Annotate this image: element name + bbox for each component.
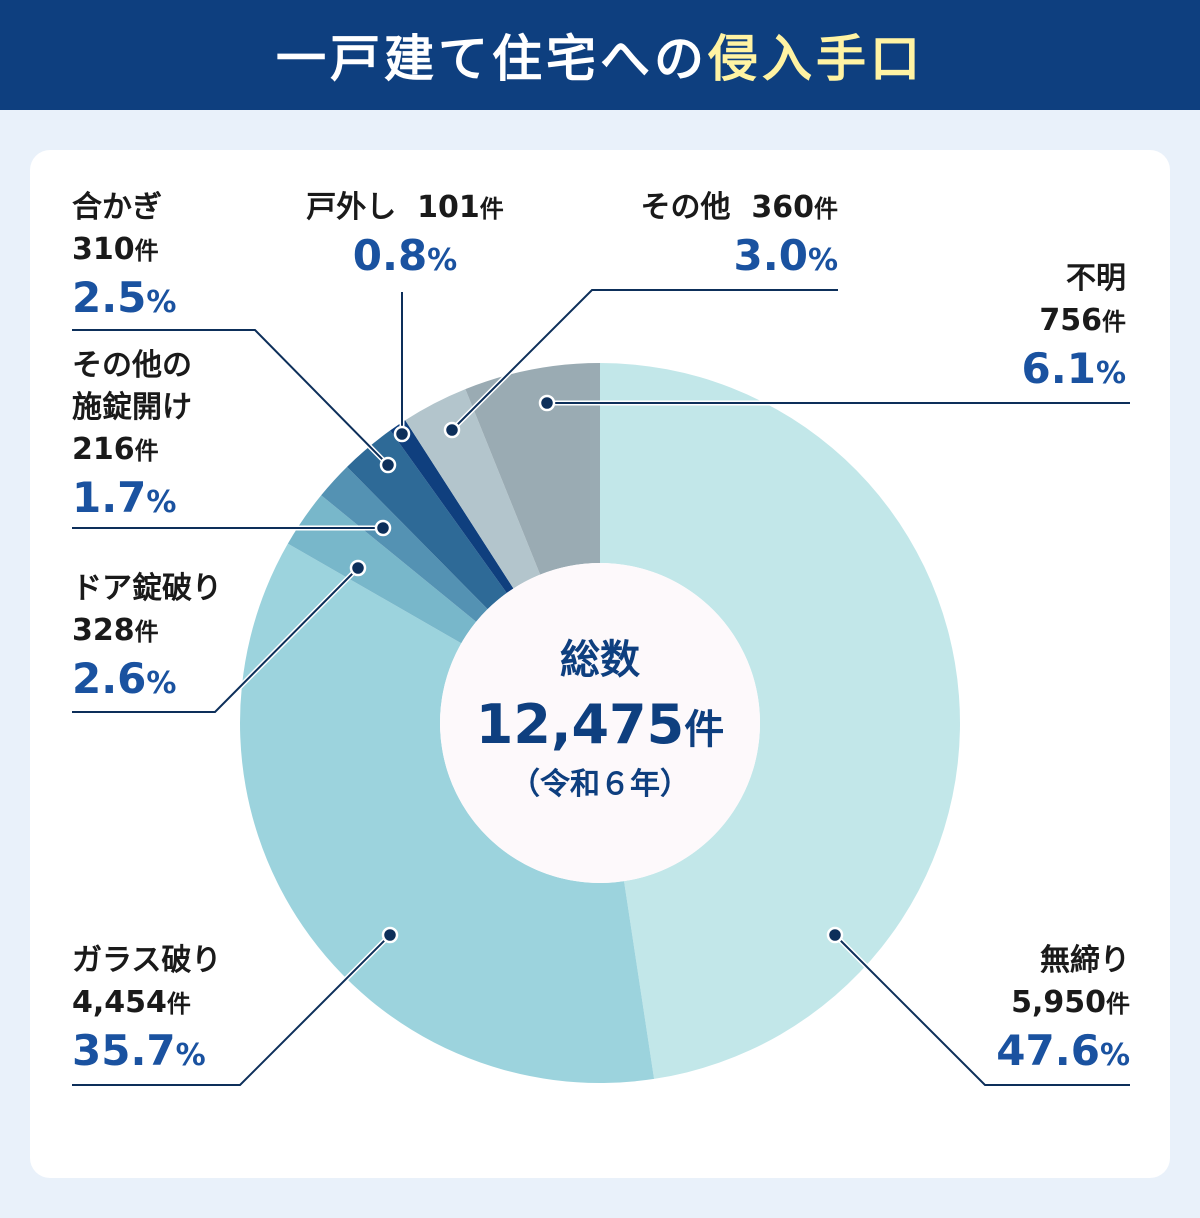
slice-4: [347, 430, 507, 610]
label-5: 戸外し 101件 0.8%: [280, 187, 530, 287]
slice-percent: 2.6%: [72, 654, 177, 703]
leader-dot-3: [374, 519, 392, 537]
slice-count: 328件: [72, 613, 159, 648]
total-label: 総数: [560, 637, 640, 683]
slice-count: 756件: [1039, 303, 1126, 338]
leader-line-0: [834, 934, 1130, 1086]
total-unit: 件: [684, 707, 725, 753]
leader-line-6: [451, 289, 838, 431]
slice-name: その他 360件: [640, 190, 838, 225]
era-label: （令和６年）: [510, 767, 690, 802]
leader-dot-4: [379, 456, 397, 474]
label-2: ドア錠破り 328件 2.6%: [72, 568, 372, 710]
total-value: 12,475: [475, 693, 685, 756]
slice-name: 不明: [1066, 261, 1126, 296]
slice-name: ガラス破り: [72, 943, 222, 978]
slice-percent: 6.1%: [1021, 344, 1126, 393]
slice-6: [405, 389, 541, 589]
slice-3: [321, 466, 488, 622]
slice-7: [465, 363, 600, 575]
slice-count: 310件: [72, 232, 159, 267]
leader-dot-0: [826, 926, 844, 944]
donut-hole: [440, 563, 760, 883]
center-summary: 総数 12,475件 （令和６年）: [440, 630, 760, 805]
slice-count: 216件: [72, 432, 159, 467]
slice-percent: 35.7%: [72, 1026, 206, 1075]
title-highlight: 侵入手口: [708, 30, 924, 88]
label-0: 無締り 5,950件 47.6%: [895, 940, 1130, 1082]
label-3: その他の 施錠開け 216件 1.7%: [72, 345, 372, 529]
slice-2: [287, 495, 477, 644]
slice-percent: 47.6%: [996, 1026, 1130, 1075]
slice-0: [600, 363, 961, 1079]
slice-count: 101件: [417, 190, 504, 225]
slice-count: 5,950件: [1011, 985, 1130, 1020]
slice-5: [390, 420, 514, 593]
slice-count: 4,454件: [72, 985, 191, 1020]
slice-percent: 2.5%: [72, 273, 177, 322]
slice-name: 合かぎ: [72, 190, 162, 225]
label-1: ガラス破り 4,454件 35.7%: [72, 940, 372, 1082]
leader-dot-1: [381, 926, 399, 944]
title-main: 一戸建て住宅への: [276, 30, 708, 88]
label-4: 合かぎ 310件 2.5%: [72, 187, 372, 329]
leader-dot-7: [538, 394, 556, 412]
label-6: その他 360件 3.0%: [560, 187, 838, 287]
slice-percent: 1.7%: [72, 473, 177, 522]
title-bar: 一戸建て住宅への 侵入手口: [0, 0, 1200, 110]
slice-name: その他の 施錠開け: [72, 348, 192, 425]
slice-name: 戸外し 101件: [306, 190, 504, 225]
slice-name: ドア錠破り: [72, 571, 222, 606]
label-7: 不明 756件 6.1%: [900, 258, 1126, 400]
slice-percent: 3.0%: [733, 231, 838, 280]
leader-line-4: [72, 329, 389, 466]
leader-dot-2: [349, 559, 367, 577]
leader-line-2: [72, 567, 359, 713]
slice-1: [240, 543, 655, 1083]
leader-dot-6: [443, 421, 461, 439]
slice-name: 無締り: [1040, 943, 1130, 978]
leader-line-1: [72, 934, 391, 1086]
slice-count: 360件: [751, 190, 838, 225]
leader-dot-5: [393, 425, 411, 443]
slice-percent: 0.8%: [352, 231, 458, 280]
